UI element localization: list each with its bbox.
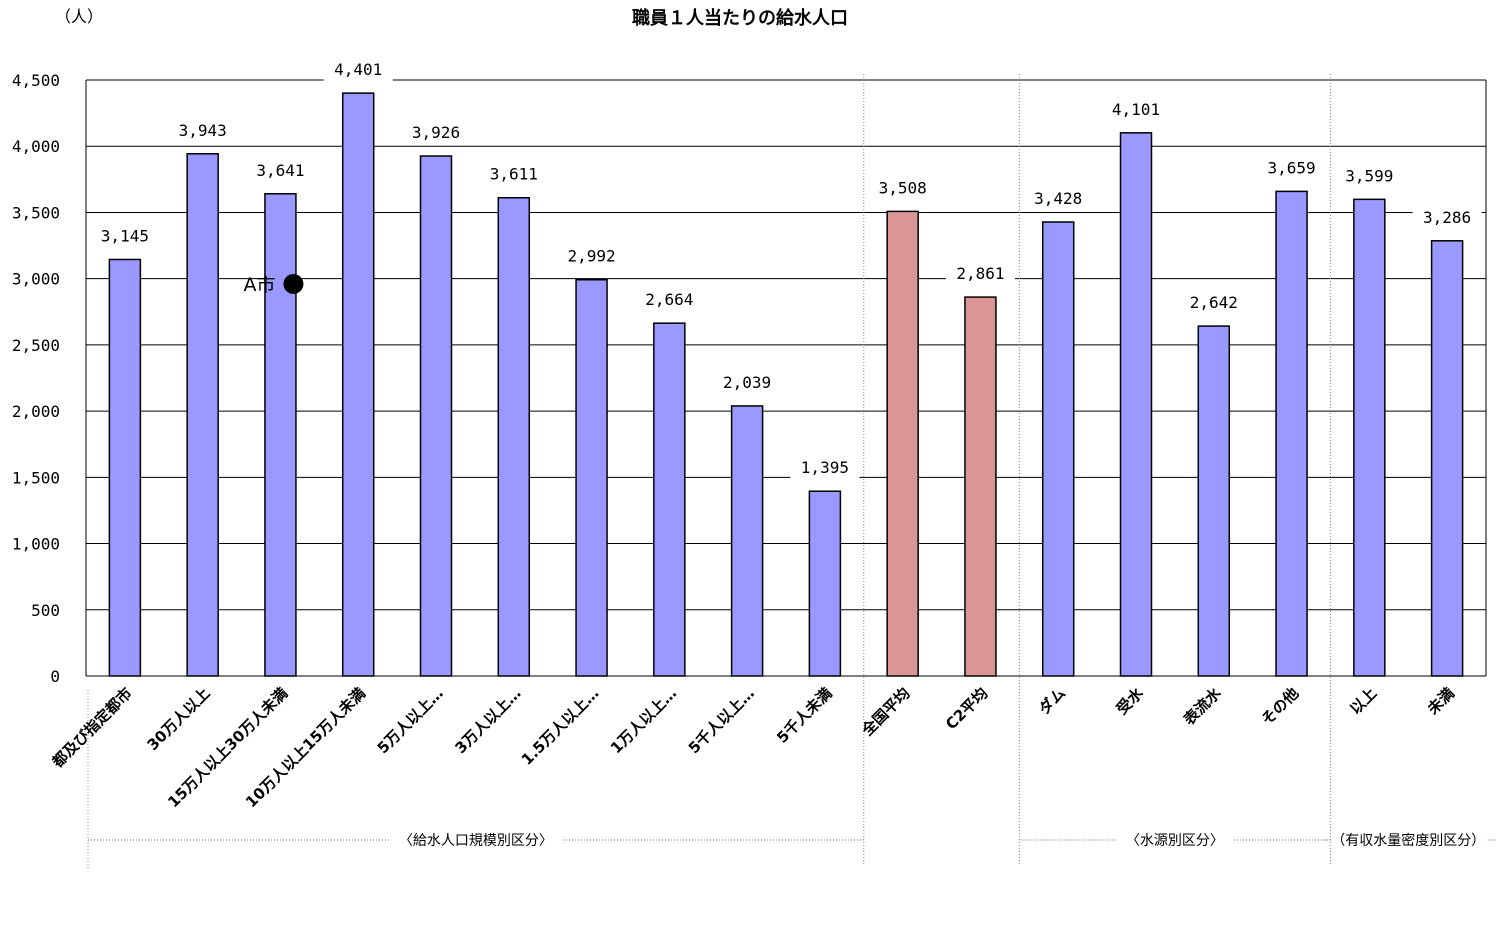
bar [1119, 132, 1153, 677]
annotation-label: A市 [243, 274, 275, 296]
category-label: 全国平均 [858, 684, 914, 740]
data-label-bg [712, 371, 782, 394]
category-label: C2平均 [942, 684, 991, 733]
data-label-bg [868, 177, 938, 200]
data-label-bg [790, 457, 860, 480]
data-label: 2,039 [723, 373, 771, 392]
category-label: 5千人以上… [685, 684, 758, 757]
data-label-bg [1257, 157, 1327, 180]
bar [653, 322, 686, 677]
data-label-bg [245, 159, 315, 182]
data-label-bg [1412, 206, 1482, 229]
annotation-marker [283, 273, 304, 294]
bar [1197, 325, 1231, 677]
bar [108, 258, 142, 677]
data-label: 3,508 [879, 178, 927, 197]
bar [1041, 221, 1075, 677]
data-label-bg [323, 59, 393, 82]
bar [341, 92, 375, 677]
data-label: 3,659 [1267, 158, 1315, 177]
y-tick-label: 3,500 [12, 203, 60, 222]
category-label: その他 [1258, 684, 1303, 729]
data-label-bg [945, 263, 1015, 286]
bars [108, 92, 1464, 677]
category-label: 3万人以上… [451, 684, 524, 757]
data-label: 4,101 [1112, 100, 1160, 119]
y-axis-ticks: 0 500 1,000 1,500 2,000 2,500 3,000 3,500 4,000 4… [12, 71, 60, 686]
category-label: 1万人以上… [607, 684, 680, 757]
annotation: A市 [243, 273, 304, 296]
data-label: 2,992 [567, 247, 615, 266]
y-tick-label: 4,000 [12, 137, 60, 156]
data-label: 2,664 [645, 290, 693, 309]
data-label: 4,401 [334, 60, 382, 79]
category-label: 未満 [1423, 684, 1458, 719]
category-label: 5万人以上… [374, 684, 447, 757]
chart-title: 職員１人当たりの給水人口 [632, 7, 848, 29]
data-label: 1,395 [801, 458, 849, 477]
data-label: 3,641 [256, 161, 304, 180]
y-tick-label: 3,000 [12, 270, 60, 289]
category-label: 表流水 [1180, 683, 1225, 728]
data-label: 3,926 [412, 123, 460, 142]
data-label: 3,428 [1034, 189, 1082, 208]
category-label: 1.5万人以上… [518, 684, 603, 769]
y-tick-label: 500 [31, 601, 60, 620]
group-label: （有収水量密度別区分） [1331, 832, 1485, 849]
data-label: 3,943 [179, 121, 227, 140]
data-label-bg [479, 163, 549, 186]
bar [808, 490, 842, 677]
data-label: 2,861 [956, 264, 1004, 283]
data-label: 2,642 [1190, 293, 1238, 312]
category-label: 受水 [1113, 683, 1148, 718]
bar [730, 405, 764, 677]
bar [419, 155, 453, 677]
data-label: 3,145 [101, 226, 149, 245]
data-label: 3,286 [1423, 208, 1471, 227]
data-label-bg [90, 225, 160, 248]
group-label: 〈水源別区分〉 [1126, 833, 1224, 849]
bar [886, 210, 919, 677]
y-tick-label: 1,000 [12, 535, 60, 554]
data-label: 3,611 [490, 165, 538, 184]
bar [264, 193, 297, 677]
category-label: ダム [1035, 684, 1069, 718]
bar [1430, 240, 1464, 677]
bar [1353, 198, 1386, 677]
data-labels: 3,145 3,943 3,641 4,401 3,926 3,611 2,992 2,664… [90, 59, 1482, 480]
data-label-bg [168, 119, 238, 142]
category-label: 都及び指定都市 [48, 684, 136, 772]
data-label-bg [1023, 187, 1093, 210]
bar [497, 196, 531, 677]
y-tick-label: 1,500 [12, 468, 60, 487]
bar [1275, 190, 1308, 677]
group-labels: 〈給水人口規模別区分〉 〈水源別区分〉 （有収水量密度別区分） [88, 832, 1496, 849]
y-unit-label: （人） [55, 7, 103, 26]
data-label-bg [557, 245, 627, 268]
category-label: 以上 [1346, 684, 1380, 718]
bar [964, 296, 997, 677]
y-tick-label: 0 [50, 667, 60, 686]
y-tick-label: 2,500 [12, 336, 60, 355]
y-tick-label: 2,000 [12, 402, 60, 421]
data-label-bg [634, 289, 704, 312]
gridlines [85, 79, 1487, 677]
data-label: 3,599 [1345, 166, 1393, 185]
bar [186, 153, 219, 677]
data-label-bg [401, 122, 471, 145]
data-label-bg [1101, 98, 1171, 121]
category-label: 5千人未満 [773, 684, 836, 747]
bar [575, 278, 608, 677]
data-label-bg [1179, 292, 1249, 315]
group-label: 〈給水人口規模別区分〉 [399, 833, 553, 849]
data-label-bg [1334, 165, 1404, 188]
y-tick-label: 4,500 [12, 71, 60, 90]
category-label: 30万人以上 [144, 684, 214, 754]
